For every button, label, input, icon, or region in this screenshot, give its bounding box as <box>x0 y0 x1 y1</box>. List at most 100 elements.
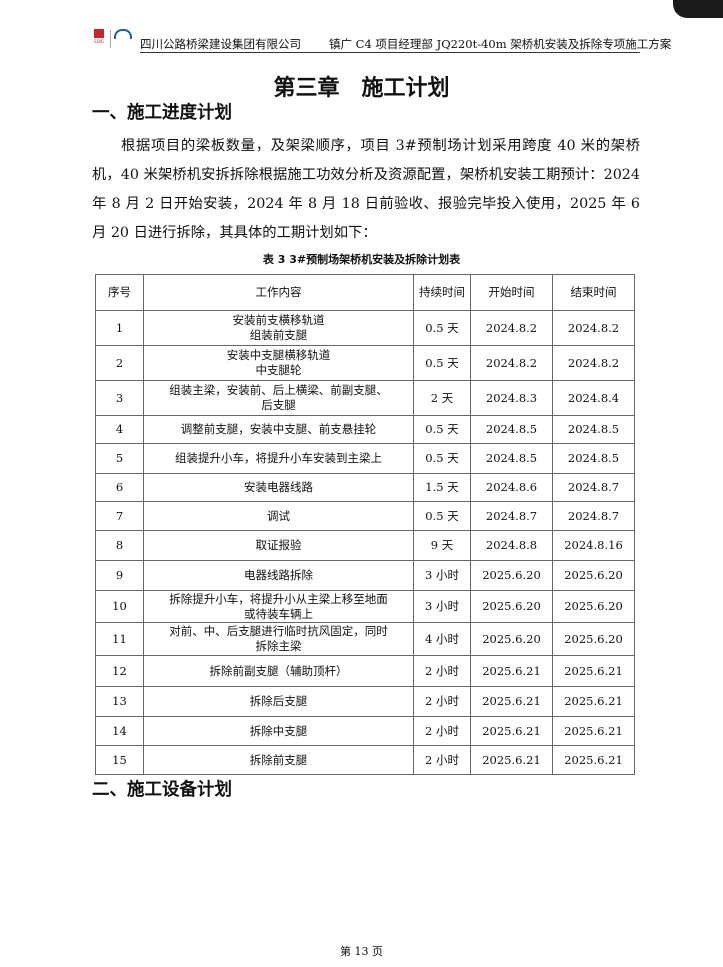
table-cell: 取证报验 <box>143 530 414 561</box>
table-cell: 2024.8.7 <box>552 473 635 502</box>
table-cell: 2024.8.5 <box>470 443 553 474</box>
table-cell: 6 <box>95 473 144 502</box>
table-cell: 安装电器线路 <box>143 473 414 502</box>
table-cell: 2 小时 <box>413 655 471 687</box>
table-cell: 2025.6.20 <box>552 622 635 656</box>
table-cell: 拆除前支腿 <box>143 745 414 775</box>
table-cell: 8 <box>95 530 144 561</box>
table-row: 8 取证报验 9 天 2024.8.8 2024.8.16 <box>95 530 635 561</box>
table-cell: 1 <box>95 310 144 346</box>
table-cell: 组装主梁，安装前、后上横梁、前副支腿、 后支腿 <box>143 380 414 416</box>
table-header-cell: 持续时间 <box>413 274 471 311</box>
table-header-cell: 开始时间 <box>470 274 553 311</box>
table-cell: 2025.6.21 <box>552 745 635 775</box>
table-cell: 10 <box>95 590 144 623</box>
table-cell: 2025.6.21 <box>552 686 635 717</box>
table-row: 12 拆除前副支腿（辅助顶杆） 2 小时 2025.6.21 2025.6.21 <box>95 655 635 687</box>
table-row: 1 安装前支横移轨道 组装前支腿 0.5 天 2024.8.2 2024.8.2 <box>95 310 635 346</box>
table-cell: 4 <box>95 415 144 444</box>
table-cell: 拆除提升小车，将提升小从主梁上移至地面 或待装车辆上 <box>143 590 414 623</box>
table-cell: 2024.8.6 <box>470 473 553 502</box>
body-paragraph: 根据项目的梁板数量，及架梁顺序，项目 3#预制场计划采用跨度 40 米的架桥机，… <box>92 138 640 241</box>
table-cell: 3 <box>95 380 144 416</box>
table-row: 4 调整前支腿，安装中支腿、前支悬挂轮 0.5 天 2024.8.5 2024.8.5 <box>95 415 635 444</box>
header-project: 镇广 C4 项目经理部 JQ220t-40m 架桥机安装及拆除专项施工方案 <box>329 37 672 51</box>
table-cell: 2 天 <box>413 380 471 416</box>
table-cell: 2025.6.20 <box>470 622 553 656</box>
table-cell: 2024.8.2 <box>470 345 553 381</box>
table-header-cell: 结束时间 <box>552 274 635 311</box>
table-cell: 2024.8.5 <box>470 415 553 444</box>
table-cell: 2024.8.16 <box>552 530 635 561</box>
table-cell: 2024.8.7 <box>470 501 553 531</box>
table-row: 2 安装中支腿横移轨道 中支腿轮 0.5 天 2024.8.2 2024.8.2 <box>95 345 635 381</box>
table-row: 10 拆除提升小车，将提升小从主梁上移至地面 或待装车辆上 3 小时 2025.6.2… <box>95 590 635 623</box>
table-caption: 表 3 3#预制场架桥机安装及拆除计划表 <box>262 253 461 266</box>
table-cell: 5 <box>95 443 144 474</box>
table-cell: 0.5 天 <box>413 443 471 474</box>
table-row: 7 调试 0.5 天 2024.8.7 2024.8.7 <box>95 501 635 531</box>
table-cell: 2024.8.4 <box>552 380 635 416</box>
table-header-cell: 序号 <box>95 274 144 311</box>
table-cell: 0.5 天 <box>413 345 471 381</box>
window-corner <box>673 0 723 18</box>
table-cell: 9 <box>95 560 144 591</box>
table-cell: 2025.6.20 <box>470 560 553 591</box>
table-row: 3 组装主梁，安装前、后上横梁、前副支腿、 后支腿 2 天 2024.8.3 2024.… <box>95 380 635 416</box>
table-cell: 11 <box>95 622 144 656</box>
table-cell: 2024.8.5 <box>552 415 635 444</box>
table-cell: 0.5 天 <box>413 310 471 346</box>
table-cell: 安装前支横移轨道 组装前支腿 <box>143 310 414 346</box>
table-cell: 14 <box>95 716 144 746</box>
table-cell: 2025.6.20 <box>552 560 635 591</box>
table-row: 14 拆除中支腿 2 小时 2025.6.21 2025.6.21 <box>95 716 635 746</box>
table-row: 9 电器线路拆除 3 小时 2025.6.20 2025.6.20 <box>95 560 635 591</box>
table-row: 5 组装提升小车，将提升小车安装到主梁上 0.5 天 2024.8.5 2024.8.5 <box>95 443 635 474</box>
table-row: 11 对前、中、后支腿进行临时抗风固定，同时 拆除主梁 4 小时 2025.6.20 2… <box>95 622 635 656</box>
table-cell: 调整前支腿，安装中支腿、前支悬挂轮 <box>143 415 414 444</box>
table-cell: 9 天 <box>413 530 471 561</box>
table-cell: 2024.8.3 <box>470 380 553 416</box>
table-row: 13 拆除后支腿 2 小时 2025.6.21 2025.6.21 <box>95 686 635 717</box>
table-cell: 1.5 天 <box>413 473 471 502</box>
table-cell: 2024.8.2 <box>552 310 635 346</box>
table-cell: 2025.6.21 <box>470 655 553 687</box>
table-cell: 7 <box>95 501 144 531</box>
chapter-title: 第三章 施工计划 <box>273 76 450 101</box>
company-logo: SDIG <box>92 28 106 48</box>
table-cell: 3 小时 <box>413 560 471 591</box>
bridge-logo-icon <box>114 28 132 48</box>
table-cell: 2025.6.21 <box>470 716 553 746</box>
header-rule <box>140 52 640 53</box>
table-cell: 3 小时 <box>413 590 471 623</box>
table-cell: 4 小时 <box>413 622 471 656</box>
table-cell: 2024.8.7 <box>552 501 635 531</box>
table-cell: 2024.8.2 <box>552 345 635 381</box>
table-cell: 电器线路拆除 <box>143 560 414 591</box>
table-row: 15 拆除前支腿 2 小时 2025.6.21 2025.6.21 <box>95 745 635 775</box>
table-cell: 2025.6.21 <box>470 686 553 717</box>
table-header-cell: 工作内容 <box>143 274 414 311</box>
table-cell: 2 小时 <box>413 686 471 717</box>
table-cell: 0.5 天 <box>413 415 471 444</box>
table-cell: 安装中支腿横移轨道 中支腿轮 <box>143 345 414 381</box>
table-cell: 拆除中支腿 <box>143 716 414 746</box>
table-cell: 2024.8.8 <box>470 530 553 561</box>
table-cell: 2025.6.20 <box>470 590 553 623</box>
table-cell: 2025.6.21 <box>552 716 635 746</box>
page-number: 第 13 页 <box>340 945 383 958</box>
table-cell: 调试 <box>143 501 414 531</box>
table-cell: 15 <box>95 745 144 775</box>
table-cell: 0.5 天 <box>413 501 471 531</box>
table-cell: 2 小时 <box>413 716 471 746</box>
page-header: SDIG 四川公路桥梁建设集团有限公司 镇广 C4 项目经理部 JQ220t-40… <box>92 28 671 53</box>
table-cell: 2025.6.21 <box>470 745 553 775</box>
table-row: 6 安装电器线路 1.5 天 2024.8.6 2024.8.7 <box>95 473 635 502</box>
table-cell: 拆除前副支腿（辅助顶杆） <box>143 655 414 687</box>
table-cell: 2024.8.2 <box>470 310 553 346</box>
table-cell: 组装提升小车，将提升小车安装到主梁上 <box>143 443 414 474</box>
header-company: 四川公路桥梁建设集团有限公司 <box>140 37 301 51</box>
table-cell: 2 小时 <box>413 745 471 775</box>
divider <box>110 30 111 48</box>
